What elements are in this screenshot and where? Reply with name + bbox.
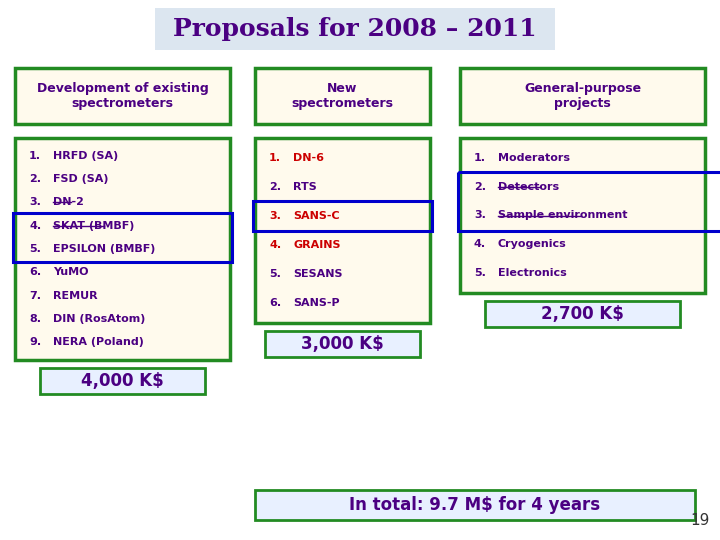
Text: Moderators: Moderators [498,153,570,163]
Text: 1.: 1. [29,151,41,161]
Text: FSD (SA): FSD (SA) [53,174,109,184]
Text: 4,000 K$: 4,000 K$ [81,372,164,390]
Text: Proposals for 2008 – 2011: Proposals for 2008 – 2011 [174,17,537,41]
Text: 2.: 2. [474,182,486,192]
Text: Cryogenics: Cryogenics [498,239,567,249]
Bar [40,368,205,394]
Text: Electronics: Electronics [498,268,567,278]
Text: SESANS: SESANS [293,269,343,279]
Text: SKAT (BMBF): SKAT (BMBF) [53,221,135,231]
Text: 9.: 9. [29,338,41,347]
Bar [13,213,232,262]
Bar [255,138,430,323]
Text: 3,000 K$: 3,000 K$ [301,335,384,353]
Text: 19: 19 [690,513,710,528]
Text: 6.: 6. [29,267,41,278]
Text: 7.: 7. [29,291,41,301]
Text: Development of existing
spectrometers: Development of existing spectrometers [37,82,208,110]
Text: NERA (Poland): NERA (Poland) [53,338,144,347]
Text: 6.: 6. [269,298,281,308]
Bar [460,68,705,124]
Text: GRAINS: GRAINS [293,240,341,250]
Text: 5.: 5. [29,244,41,254]
Text: 3.: 3. [269,211,281,221]
Text: General-purpose
projects: General-purpose projects [524,82,641,110]
Bar [255,68,430,124]
Bar [458,172,720,231]
Bar [15,68,230,124]
Text: 2.: 2. [29,174,41,184]
Bar [155,8,555,50]
Text: New
spectrometers: New spectrometers [292,82,394,110]
Text: 2.: 2. [269,183,281,192]
Text: 4.: 4. [269,240,281,250]
Text: 1.: 1. [269,153,281,164]
Bar [253,201,432,232]
Text: REMUR: REMUR [53,291,98,301]
Bar [460,138,705,293]
Text: DIN (RosAtom): DIN (RosAtom) [53,314,145,324]
Text: DN-2: DN-2 [53,197,84,207]
Text: SANS-C: SANS-C [293,211,340,221]
Text: 3.: 3. [29,197,41,207]
Text: DN-6: DN-6 [293,153,324,164]
Text: In total: 9.7 M$ for 4 years: In total: 9.7 M$ for 4 years [349,496,600,514]
Bar [265,331,420,357]
Bar [485,301,680,327]
Text: 5.: 5. [474,268,486,278]
Text: 4.: 4. [474,239,486,249]
Bar [255,490,695,520]
Text: HRFD (SA): HRFD (SA) [53,151,118,161]
Text: 5.: 5. [269,269,281,279]
Text: Detectors: Detectors [498,182,559,192]
Text: 1.: 1. [474,153,486,163]
Text: Sample environment: Sample environment [498,211,628,220]
Text: RTS: RTS [293,183,317,192]
Text: SANS-P: SANS-P [293,298,340,308]
Text: 2,700 K$: 2,700 K$ [541,305,624,323]
Text: YuMO: YuMO [53,267,89,278]
Bar [15,138,230,360]
Text: 4.: 4. [29,221,41,231]
Text: 8.: 8. [29,314,41,324]
Text: EPSILON (BMBF): EPSILON (BMBF) [53,244,156,254]
Text: 3.: 3. [474,211,486,220]
